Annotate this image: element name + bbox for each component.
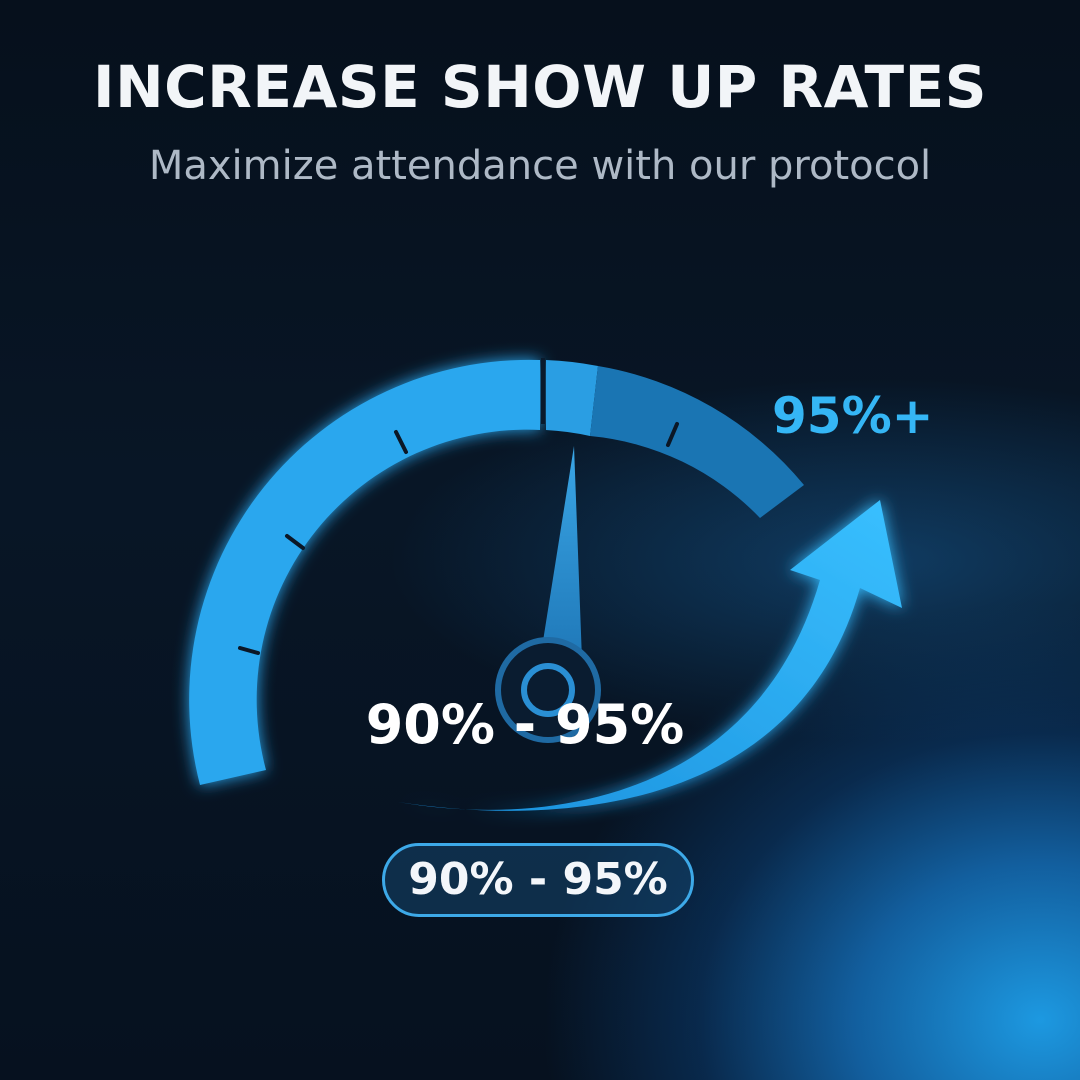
page-title: INCREASE SHOW UP RATES (92, 53, 988, 121)
gauge-tick-marks (238, 422, 679, 655)
gauge-needle (540, 446, 582, 660)
gauge-tick (238, 646, 260, 655)
gauge-hub (495, 637, 601, 743)
gauge-arc-remaining (590, 366, 804, 518)
page-subtitle: Maximize attendance with our protocol (148, 143, 932, 189)
trend-arrow-body (398, 500, 902, 811)
target-rate-label: 95%+ (772, 387, 934, 445)
gauge-tick (666, 422, 679, 447)
gauge-center-value: 90% - 95% (365, 693, 685, 756)
gauge-tick (394, 430, 408, 454)
rate-badge: 90% - 95% (382, 843, 694, 917)
gauge-tick (285, 534, 305, 550)
gauge-arc-highlight (546, 360, 598, 436)
gauge-arc-filled (189, 359, 541, 785)
